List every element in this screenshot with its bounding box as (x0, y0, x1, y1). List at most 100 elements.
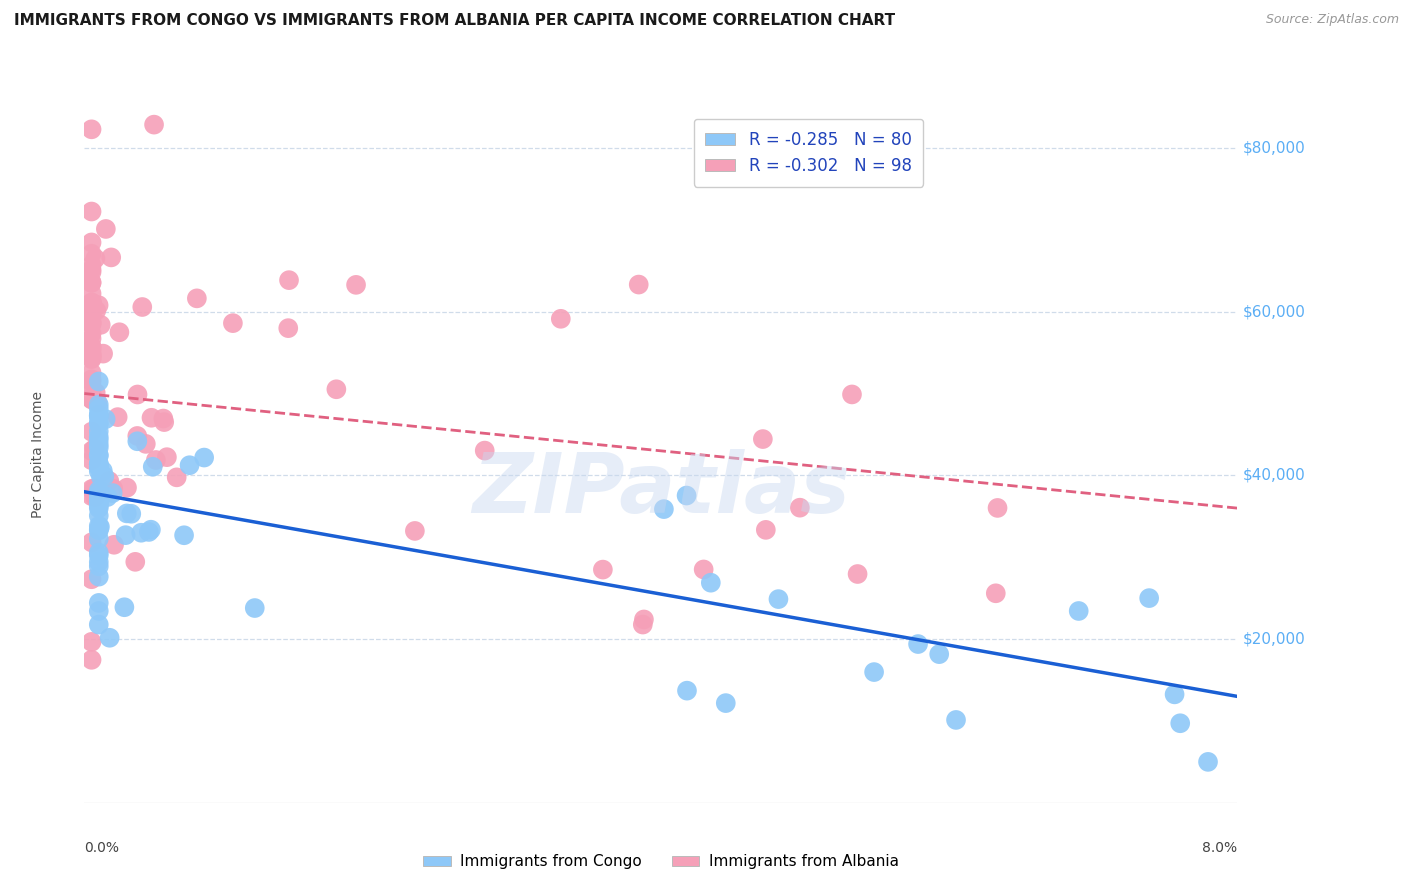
Point (344, 277, 367, 292)
Point (94, 412, 117, 426)
Point (87, 508, 110, 523)
Point (112, 600, 135, 615)
Point (90, 318, 112, 332)
Point (90, 470, 112, 484)
Point (98, 474, 121, 488)
Point (87, 457, 110, 471)
Point (87, 596, 110, 610)
Text: $60,000: $60,000 (1243, 304, 1306, 319)
Point (87, 604, 110, 618)
Point (86, 395, 108, 409)
Point (80, 653, 103, 667)
Point (156, 450, 179, 465)
Text: ZIPatlas: ZIPatlas (472, 450, 849, 530)
Point (153, 415, 176, 429)
Point (80, 392, 103, 407)
Point (87, 409, 110, 423)
Point (87, 494, 110, 508)
Point (1067, 604, 1090, 618)
Point (404, 524, 426, 538)
Point (93, 469, 115, 483)
Point (986, 500, 1008, 515)
Point (80, 351, 103, 366)
Point (243, 601, 266, 615)
Point (173, 528, 195, 542)
Point (87, 489, 110, 503)
Point (142, 459, 165, 474)
Point (91, 346, 114, 360)
Point (87, 448, 110, 462)
Point (80, 425, 103, 439)
Point (80, 635, 103, 649)
Point (87, 555, 110, 569)
Point (87, 401, 110, 416)
Point (80, 305, 103, 319)
Point (87, 458, 110, 473)
Point (1168, 716, 1191, 731)
Point (87, 569, 110, 583)
Point (87, 416, 110, 430)
Point (84, 385, 107, 400)
Point (863, 665, 886, 679)
Text: 0.0%: 0.0% (84, 841, 120, 855)
Point (87, 464, 110, 478)
Text: Source: ZipAtlas.com: Source: ZipAtlas.com (1265, 13, 1399, 27)
Point (80, 347, 103, 361)
Point (141, 410, 163, 425)
Point (83, 442, 105, 456)
Point (631, 617, 654, 632)
Point (103, 538, 125, 552)
Point (80, 535, 103, 549)
Point (222, 316, 245, 330)
Point (80, 246, 103, 260)
Point (193, 450, 215, 465)
Point (984, 586, 1007, 600)
Point (80, 258, 103, 272)
Point (80, 482, 103, 496)
Point (127, 434, 149, 449)
Point (87, 492, 110, 507)
Point (87, 546, 110, 560)
Point (80, 348, 103, 362)
Point (87, 488, 110, 502)
Point (278, 273, 301, 287)
Point (87, 457, 110, 471)
Point (87, 486, 110, 500)
Point (277, 321, 299, 335)
Point (633, 612, 655, 626)
Point (101, 486, 124, 500)
Point (80, 352, 103, 367)
Text: Per Capita Income: Per Capita Income (31, 392, 45, 518)
Point (80, 444, 103, 458)
Point (83, 481, 105, 495)
Text: 8.0%: 8.0% (1202, 841, 1237, 855)
Point (115, 481, 138, 495)
Point (755, 523, 778, 537)
Point (145, 453, 167, 467)
Point (87, 425, 110, 439)
Point (652, 502, 675, 516)
Point (87, 532, 110, 546)
Point (186, 291, 208, 305)
Point (80, 262, 103, 277)
Point (841, 387, 863, 401)
Point (80, 304, 103, 318)
Point (87, 375, 110, 389)
Text: IMMIGRANTS FROM CONGO VS IMMIGRANTS FROM ALBANIA PER CAPITA INCOME CORRELATION C: IMMIGRANTS FROM CONGO VS IMMIGRANTS FROM… (14, 13, 896, 29)
Point (80, 326, 103, 341)
Point (94, 222, 117, 236)
Text: $80,000: $80,000 (1243, 140, 1306, 155)
Point (87, 409, 110, 423)
Point (138, 524, 160, 539)
Point (87, 487, 110, 501)
Point (120, 507, 142, 521)
Point (80, 308, 103, 322)
Point (80, 332, 103, 346)
Point (692, 562, 714, 576)
Point (100, 251, 122, 265)
Text: $20,000: $20,000 (1243, 632, 1306, 647)
Point (714, 696, 737, 710)
Point (91, 464, 114, 478)
Point (135, 437, 157, 451)
Point (87, 441, 110, 455)
